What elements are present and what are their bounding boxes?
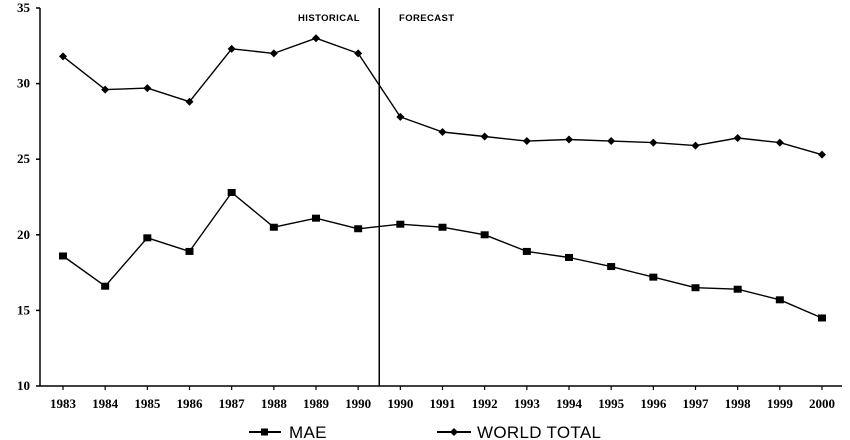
data-point-mae <box>312 214 320 222</box>
data-point-mae <box>396 220 405 228</box>
x-tick-label: 1990 <box>387 396 413 411</box>
data-point-world-total <box>649 138 658 147</box>
data-point-world-total <box>312 34 320 43</box>
legend-label-world-total: WORLD TOTAL <box>477 423 601 440</box>
x-tick-label: 1990 <box>345 396 371 411</box>
data-point-world-total <box>691 141 700 150</box>
forecast-region-label: FORECAST <box>399 13 454 24</box>
x-tick-label: 1988 <box>261 396 288 411</box>
y-tick-label: 25 <box>17 151 31 166</box>
data-point-mae <box>143 234 152 242</box>
series-line-world-total <box>62 37 823 156</box>
x-tick-label: 1994 <box>556 396 583 411</box>
data-point-mae <box>607 263 616 271</box>
x-tick-label: 1991 <box>430 396 456 411</box>
data-point-world-total <box>565 135 573 144</box>
x-tick-label: 1995 <box>598 396 625 411</box>
x-tick-label: 1997 <box>683 396 710 411</box>
historical-region-label: HISTORICAL <box>298 13 360 24</box>
data-point-world-total <box>480 132 489 141</box>
legend-swatch-mae-marker <box>261 428 268 436</box>
x-tick-label: 1998 <box>725 396 752 411</box>
data-point-world-total <box>101 85 110 94</box>
data-point-world-total <box>354 49 363 58</box>
data-point-mae <box>59 252 67 260</box>
data-point-mae <box>691 284 700 292</box>
data-point-mae <box>775 296 784 304</box>
y-axis-tick-labels: 10 15 20 25 30 35 <box>17 0 31 393</box>
data-point-world-total <box>227 44 236 53</box>
x-tick-label: 1993 <box>514 396 541 411</box>
x-tick-label: 1992 <box>472 396 498 411</box>
x-tick-label: 1985 <box>134 396 161 411</box>
data-point-world-total <box>59 52 67 61</box>
legend-label-mae: MAE <box>289 423 327 440</box>
data-point-world-total <box>733 134 742 143</box>
data-point-mae <box>733 285 742 293</box>
x-tick-label: 1984 <box>92 396 119 411</box>
x-tick-label: 1987 <box>219 396 246 411</box>
data-point-mae <box>480 231 489 239</box>
y-tick-label: 20 <box>17 227 30 242</box>
data-point-mae <box>227 188 236 196</box>
legend-item-mae: MAE <box>249 423 327 440</box>
chart-axes <box>36 7 842 390</box>
y-tick-label: 30 <box>17 76 30 91</box>
data-point-world-total <box>396 112 405 121</box>
data-point-mae <box>438 223 447 231</box>
data-point-mae <box>522 247 531 255</box>
x-tick-label: 1996 <box>640 396 667 411</box>
legend-item-world-total: WORLD TOTAL <box>437 423 601 440</box>
data-point-world-total <box>818 150 826 159</box>
series-world-total <box>59 34 826 159</box>
x-tick-label: 1999 <box>767 396 794 411</box>
x-axis-tick-labels: 1983 1984 1985 1986 1987 1988 1989 1990 1990 1991… <box>50 396 835 411</box>
data-point-world-total <box>269 49 278 58</box>
series-layer <box>59 34 826 322</box>
y-tick-label: 35 <box>17 0 31 15</box>
data-point-mae <box>565 253 573 261</box>
data-point-world-total <box>438 127 447 136</box>
legend: MAE WORLD TOTAL <box>249 423 601 440</box>
series-line-mae <box>62 191 823 319</box>
data-point-world-total <box>185 97 194 106</box>
data-point-mae <box>354 225 363 233</box>
data-point-world-total <box>607 137 616 146</box>
data-point-world-total <box>522 137 531 146</box>
data-point-mae <box>185 247 194 255</box>
x-tick-label: 1983 <box>50 396 77 411</box>
series-mae <box>59 188 826 322</box>
y-tick-label: 10 <box>17 378 30 393</box>
data-point-mae <box>649 273 658 281</box>
data-point-world-total <box>143 84 152 93</box>
data-point-world-total <box>775 138 784 147</box>
x-tick-label: 1989 <box>303 396 330 411</box>
data-point-mae <box>269 223 278 231</box>
x-tick-label: 2000 <box>809 396 835 411</box>
data-point-mae <box>101 282 110 290</box>
data-point-mae <box>818 314 826 322</box>
x-tick-label: 1986 <box>177 396 204 411</box>
legend-swatch-world-total-marker <box>450 428 458 436</box>
y-tick-label: 15 <box>17 302 31 317</box>
